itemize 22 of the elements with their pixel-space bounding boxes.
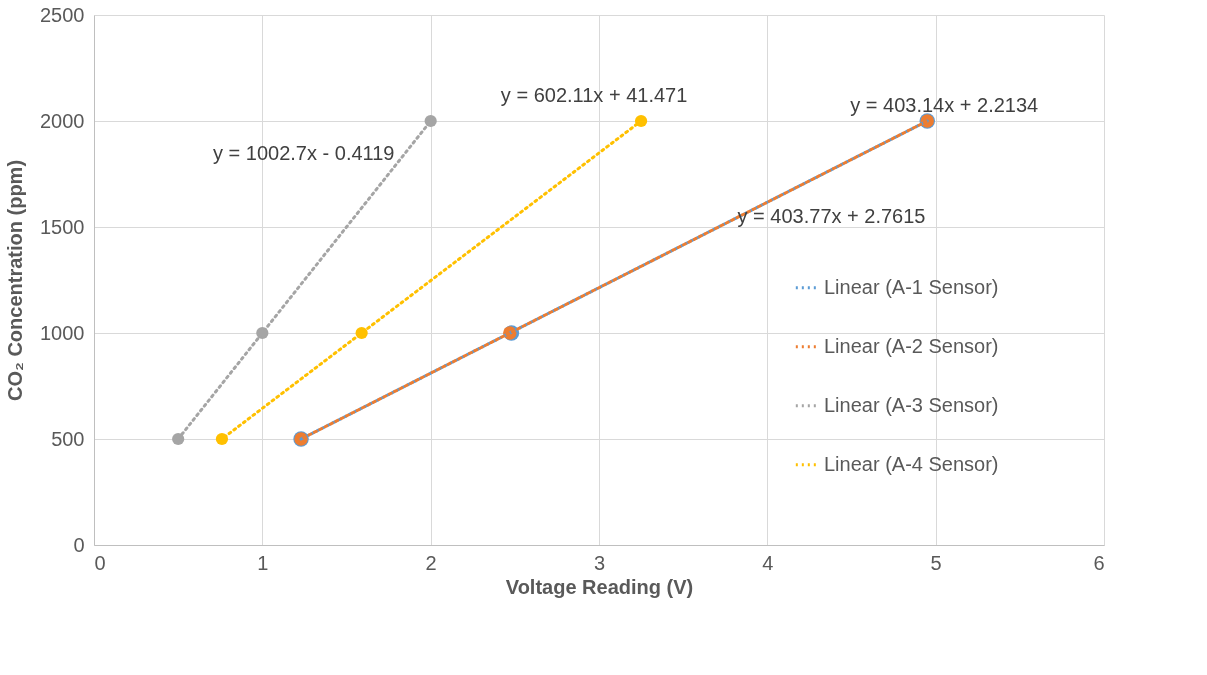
y-axis-title: CO₂ Concentration (ppm) [4, 159, 27, 402]
y-tick-label: 2000 [40, 109, 85, 132]
x-axis-title: Voltage Reading (V) [505, 575, 694, 598]
x-tick-label: 6 [1093, 551, 1105, 574]
x-tick-label: 3 [593, 551, 606, 574]
y-tick-label: 1000 [40, 321, 85, 344]
x-tick-label: 2 [425, 551, 437, 574]
annotation: y = 1002.7x - 0.4119 [213, 142, 395, 165]
x-tick-label: 4 [762, 551, 774, 574]
y-tick-label: 500 [51, 427, 85, 450]
x-tick-label: 0 [94, 551, 106, 574]
y-tick-label: 1500 [40, 215, 85, 238]
legend-label: Linear (A-1 Sensor) [824, 275, 999, 298]
legend-label: Linear (A-3 Sensor) [824, 393, 999, 416]
annotation: y = 403.14x + 2.2134 [850, 94, 1039, 116]
y-tick-label: 0 [73, 533, 85, 556]
x-tick-label: 1 [257, 551, 269, 574]
x-tick-label: 5 [930, 551, 942, 574]
y-tick-label: 2500 [40, 3, 85, 26]
annotation: y = 602.11x + 41.471 [500, 84, 688, 106]
legend-label: Linear (A-4 Sensor) [824, 452, 999, 475]
legend-label: Linear (A-2 Sensor) [824, 334, 999, 357]
